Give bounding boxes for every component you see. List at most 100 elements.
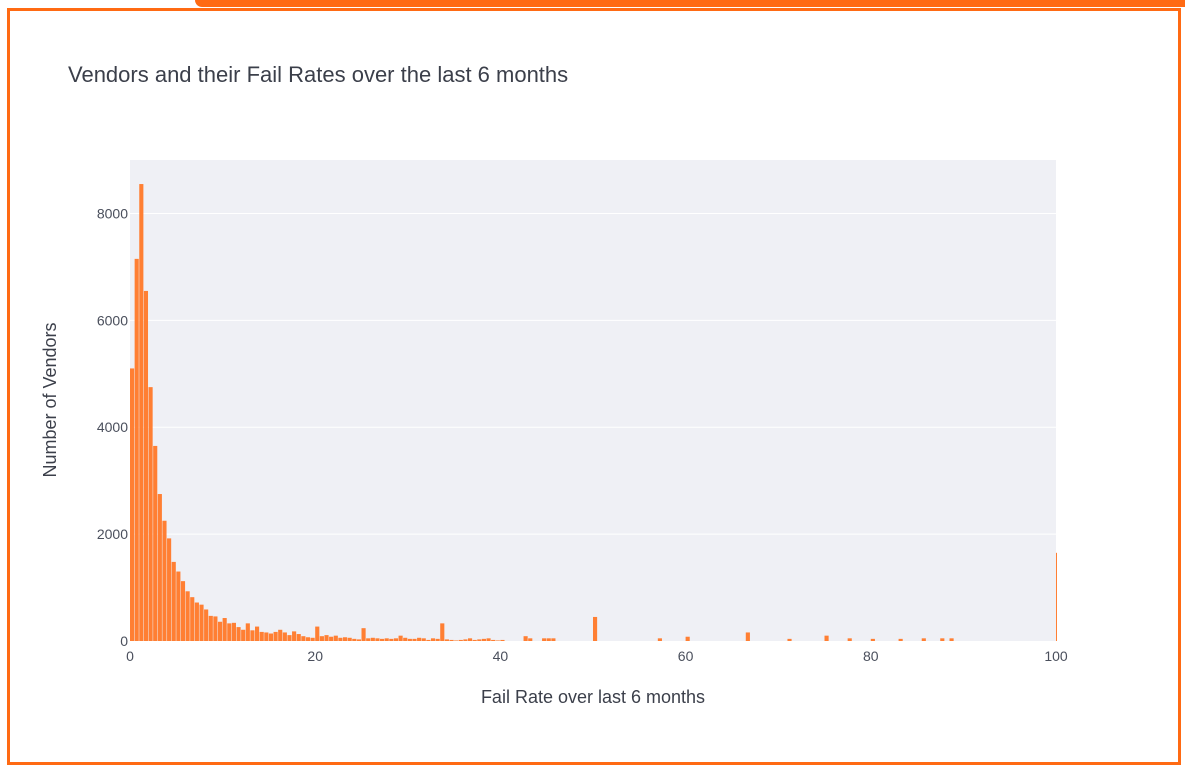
histogram-bar[interactable] xyxy=(421,638,426,641)
histogram-bar[interactable] xyxy=(787,638,792,641)
histogram-bar[interactable] xyxy=(352,638,357,641)
histogram-bar[interactable] xyxy=(194,602,199,641)
histogram-bar[interactable] xyxy=(130,368,135,641)
x-tick-labels: 0 20 40 60 80 100 xyxy=(126,648,1068,664)
histogram-bar[interactable] xyxy=(528,638,533,641)
histogram-bar[interactable] xyxy=(310,637,315,641)
histogram-bar[interactable] xyxy=(435,638,440,641)
histogram-bar[interactable] xyxy=(444,639,449,641)
histogram-bar[interactable] xyxy=(685,636,690,641)
histogram-bar[interactable] xyxy=(255,626,260,641)
histogram-bar[interactable] xyxy=(245,623,250,641)
histogram-bar[interactable] xyxy=(440,623,445,641)
histogram-bar[interactable] xyxy=(463,639,468,641)
histogram-bar[interactable] xyxy=(190,597,195,641)
histogram-bar[interactable] xyxy=(305,637,311,641)
histogram-bar[interactable] xyxy=(426,639,431,641)
histogram-bar[interactable] xyxy=(315,626,320,641)
histogram-bar[interactable] xyxy=(287,635,292,641)
histogram-bar[interactable] xyxy=(467,638,473,641)
histogram-bar[interactable] xyxy=(134,258,139,641)
histogram-bar[interactable] xyxy=(199,604,204,641)
histogram-bar[interactable] xyxy=(412,638,417,641)
histogram-bar[interactable] xyxy=(949,638,954,641)
histogram-bar[interactable] xyxy=(301,636,306,641)
histogram-bar[interactable] xyxy=(259,631,264,641)
histogram-bar[interactable] xyxy=(477,639,482,641)
histogram-bar[interactable] xyxy=(500,639,505,641)
histogram-bar[interactable] xyxy=(417,637,422,641)
histogram-bar[interactable] xyxy=(824,635,829,641)
histogram-bar[interactable] xyxy=(449,639,454,641)
histogram-bar[interactable] xyxy=(292,631,297,641)
histogram-bar[interactable] xyxy=(319,636,324,641)
histogram-bar[interactable] xyxy=(296,634,301,641)
histogram-bar[interactable] xyxy=(338,637,343,641)
histogram-bar[interactable] xyxy=(356,639,361,641)
histogram-bar[interactable] xyxy=(273,631,278,641)
histogram-bar[interactable] xyxy=(389,638,394,641)
histogram-bar[interactable] xyxy=(921,638,926,641)
histogram-bar[interactable] xyxy=(278,629,283,641)
histogram-bar[interactable] xyxy=(236,627,241,641)
histogram-bar[interactable] xyxy=(366,638,371,641)
histogram-bar[interactable] xyxy=(546,638,551,641)
histogram-bar[interactable] xyxy=(227,623,232,641)
histogram-bar[interactable] xyxy=(213,616,218,641)
histogram-bar[interactable] xyxy=(458,639,463,641)
histogram-bar[interactable] xyxy=(398,635,403,641)
histogram-bar[interactable] xyxy=(486,638,491,641)
histogram-bar[interactable] xyxy=(217,621,223,641)
histogram-bar[interactable] xyxy=(139,184,144,642)
histogram-bar[interactable] xyxy=(347,637,352,641)
histogram-bar[interactable] xyxy=(847,638,852,641)
histogram-bar[interactable] xyxy=(264,632,269,641)
histogram-bar[interactable] xyxy=(185,591,190,641)
histogram-bar[interactable] xyxy=(593,616,598,641)
histogram-bar[interactable] xyxy=(370,637,375,641)
histogram-bar[interactable] xyxy=(171,561,176,641)
histogram-bar[interactable] xyxy=(157,494,162,641)
histogram-bar[interactable] xyxy=(745,632,750,641)
histogram-bar[interactable] xyxy=(380,638,385,641)
histogram-bar[interactable] xyxy=(167,538,172,641)
histogram-bar[interactable] xyxy=(430,638,436,641)
histogram-bar[interactable] xyxy=(153,445,158,641)
histogram-bar[interactable] xyxy=(176,571,181,641)
histogram-bar[interactable] xyxy=(657,638,662,641)
histogram-bar[interactable] xyxy=(870,638,875,641)
histogram-bar[interactable] xyxy=(342,637,348,641)
histogram-bar[interactable] xyxy=(324,635,329,641)
histogram-bar[interactable] xyxy=(148,387,153,641)
histogram-bar[interactable] xyxy=(384,638,389,641)
histogram-bar[interactable] xyxy=(495,640,500,641)
histogram-bar[interactable] xyxy=(375,638,380,641)
histogram-bar[interactable] xyxy=(333,635,338,641)
histogram-bar[interactable] xyxy=(454,640,459,641)
histogram-bar[interactable] xyxy=(282,632,287,641)
histogram-bar[interactable] xyxy=(491,639,496,641)
histogram-bar[interactable] xyxy=(361,628,366,641)
histogram-bar[interactable] xyxy=(143,290,149,641)
histogram-bar[interactable] xyxy=(268,633,274,641)
histogram-bar[interactable] xyxy=(162,520,167,641)
histogram-bar[interactable] xyxy=(940,638,945,641)
histogram-bar[interactable] xyxy=(222,618,227,641)
histogram-bar[interactable] xyxy=(204,609,209,641)
histogram-bar[interactable] xyxy=(208,615,213,641)
histogram-bar[interactable] xyxy=(329,636,334,641)
histogram-bar[interactable] xyxy=(403,637,408,641)
histogram-bar[interactable] xyxy=(481,638,487,641)
histogram-bar[interactable] xyxy=(523,636,528,641)
histogram-bar[interactable] xyxy=(250,630,255,641)
histogram-bar[interactable] xyxy=(898,638,903,641)
histogram-bar[interactable] xyxy=(393,638,399,641)
histogram-bar[interactable] xyxy=(241,629,246,641)
histogram-bar[interactable] xyxy=(180,581,186,641)
histogram-bar[interactable] xyxy=(551,638,556,641)
histogram-bar[interactable] xyxy=(1056,552,1057,641)
histogram-bar[interactable] xyxy=(472,639,477,641)
histogram-bar[interactable] xyxy=(542,638,547,641)
histogram-bar[interactable] xyxy=(231,622,236,641)
histogram-bar[interactable] xyxy=(407,638,412,641)
